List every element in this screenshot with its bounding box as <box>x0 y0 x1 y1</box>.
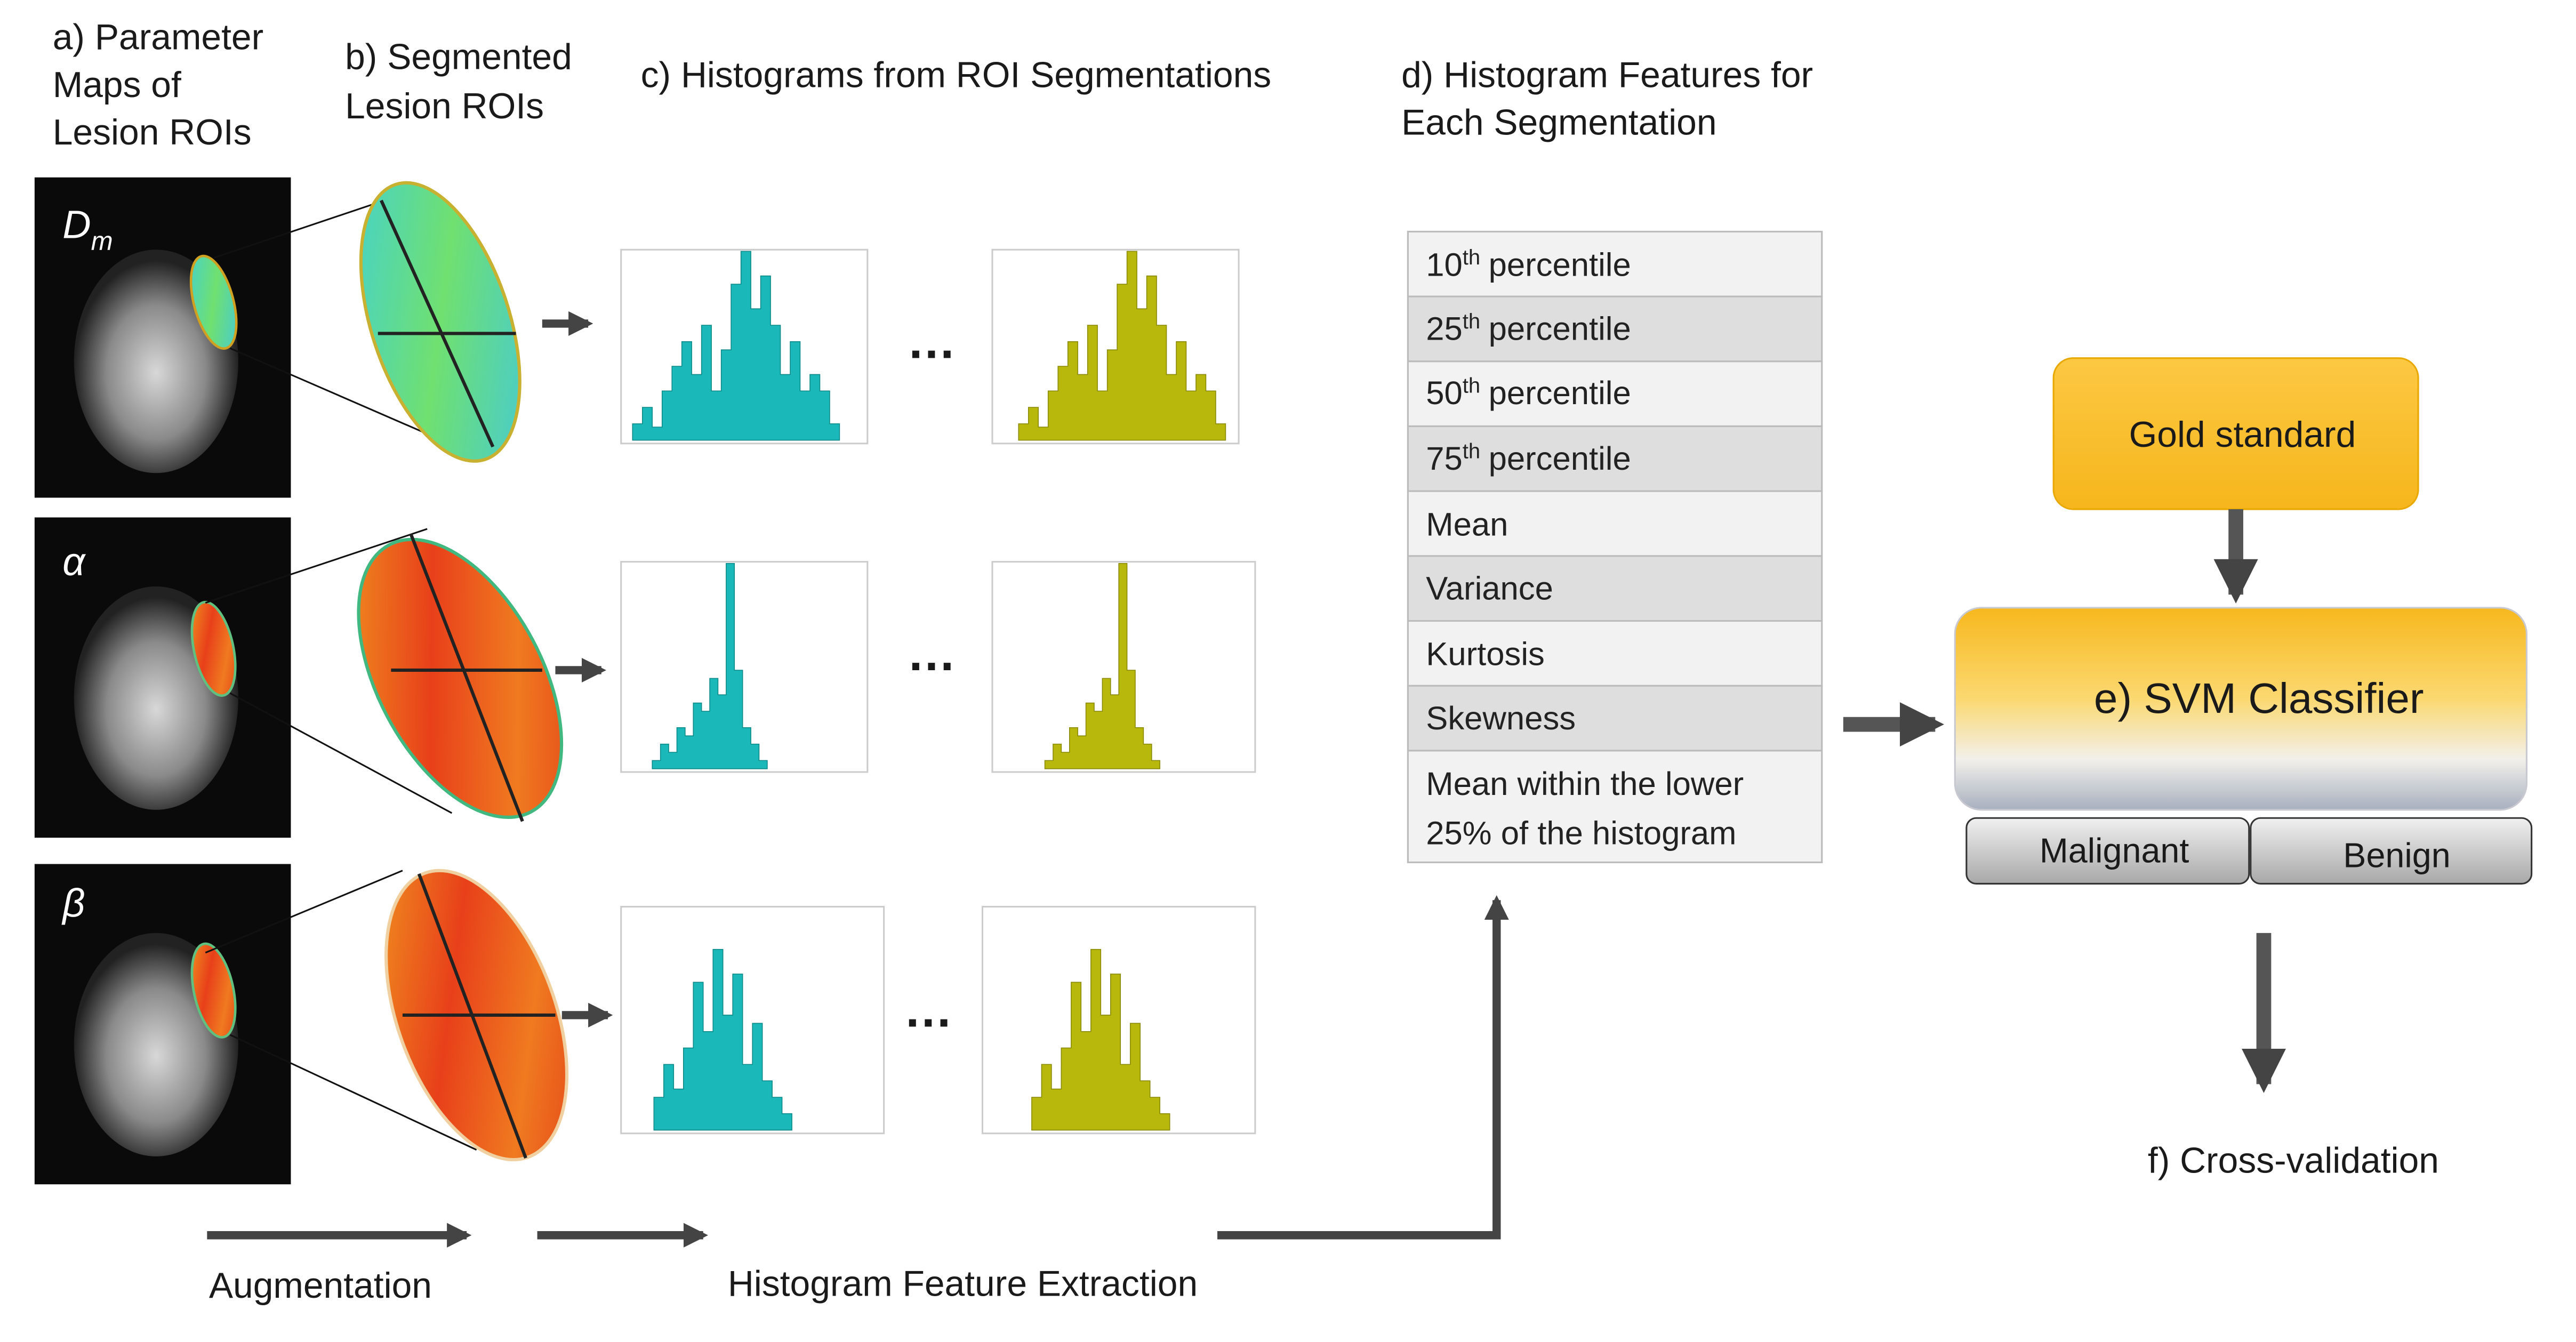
ellipsis: … <box>904 982 953 1037</box>
svm-classifier: e) SVM Classifier <box>2094 674 2424 722</box>
feature: 50th percentile <box>1426 374 1631 412</box>
feature-rest: percentile <box>1489 311 1631 348</box>
header-line: Each Segmentation <box>1401 103 1716 143</box>
header-d: d) Histogram Features for Each Segmentati… <box>1401 55 1813 142</box>
feature-sup: th <box>1463 374 1480 397</box>
header-line: a) Parameter <box>53 17 263 57</box>
zoom-line <box>205 528 428 604</box>
class-box <box>1965 817 2250 885</box>
gold-standard: Gold standard <box>2129 415 2356 455</box>
feature: Kurtosis <box>1426 636 1545 673</box>
feature: 75th percentile <box>1426 440 1631 478</box>
table-row <box>1407 425 1823 492</box>
roi <box>357 537 564 819</box>
feature: 25th percentile <box>1426 310 1631 348</box>
lesion <box>190 600 237 697</box>
cross-validation: f) Cross-validation <box>2148 1141 2439 1181</box>
row-label: Dm <box>62 203 113 256</box>
feature-sup: th <box>1463 310 1480 333</box>
table-row <box>1407 490 1823 557</box>
lesion <box>190 942 237 1039</box>
feature-base: 10 <box>1426 247 1463 284</box>
ellipsis: … <box>907 625 956 681</box>
feature: Variance <box>1426 570 1553 607</box>
table-row <box>1407 555 1823 622</box>
zoom-line <box>229 1034 477 1151</box>
row-label-main: D <box>62 203 91 247</box>
table-row <box>1407 295 1823 363</box>
roi-axis <box>409 533 524 822</box>
class-box <box>2250 817 2533 885</box>
class-label: Benign <box>2343 836 2450 875</box>
elbow-arrow <box>1217 895 1509 1240</box>
ellipsis: … <box>907 314 956 369</box>
feature-sup: th <box>1463 440 1480 463</box>
feature-table: 10th percentile 25th percentile 50th percen… <box>1407 230 1823 863</box>
row-label: α <box>62 539 86 583</box>
header-line: b) Segmented <box>345 37 572 77</box>
feature: Mean within the lower 25% of the histogra… <box>1426 766 1744 851</box>
feature: Mean <box>1426 506 1508 543</box>
row-label-sub: m <box>91 226 113 255</box>
header-a: a) Parameter Maps of Lesion ROIs <box>53 17 263 152</box>
table-row <box>1407 230 1823 298</box>
feature: Skewness <box>1426 700 1576 737</box>
feature-rest: percentile <box>1489 375 1631 412</box>
header-line: Lesion ROIs <box>53 112 252 152</box>
header-line: d) Histogram Features for <box>1401 55 1813 95</box>
feature-extraction: Histogram Feature Extraction <box>728 1264 1198 1304</box>
feature-line: 25% of the histogram <box>1426 815 1736 852</box>
row-dm: Dm … <box>34 177 1240 498</box>
table-row <box>1407 360 1823 428</box>
roi <box>359 181 521 463</box>
augmentation: Augmentation <box>209 1266 432 1306</box>
header-line: Lesion ROIs <box>345 86 544 126</box>
feature-line: Mean within the lower <box>1426 766 1744 802</box>
class-label: Malignant <box>2040 831 2189 870</box>
header-c: c) Histograms from ROI Segmentations <box>641 55 1272 95</box>
roi-axis <box>380 199 495 448</box>
zoom-line <box>205 870 403 954</box>
table-row <box>1407 685 1823 752</box>
feature-rest: percentile <box>1489 247 1631 284</box>
header-line: Maps of <box>53 65 181 105</box>
lesion <box>189 254 238 350</box>
row-beta: β … <box>34 864 1256 1185</box>
svm-box <box>1954 607 2527 811</box>
row-label: β <box>61 881 85 925</box>
row-alpha: α … <box>34 517 1256 838</box>
zoom-line <box>229 692 453 814</box>
feature-base: 75 <box>1426 440 1463 477</box>
feature-rest: percentile <box>1489 440 1631 477</box>
feature-sup: th <box>1463 246 1480 269</box>
feature-base: 25 <box>1426 311 1463 348</box>
table-row <box>1407 750 1823 863</box>
feature-base: 50 <box>1426 375 1463 412</box>
zoom-line <box>213 196 395 259</box>
feature: 10th percentile <box>1426 246 1631 284</box>
header-b: b) Segmented Lesion ROIs <box>345 37 572 126</box>
